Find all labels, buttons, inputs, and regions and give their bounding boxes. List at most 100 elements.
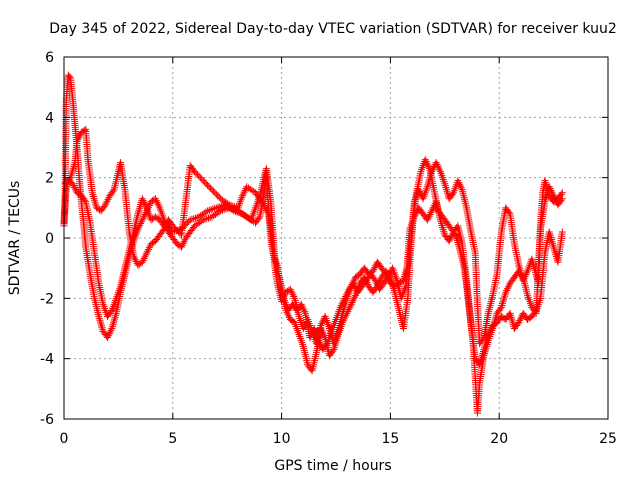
data-point bbox=[68, 168, 76, 176]
data-point bbox=[192, 169, 200, 177]
data-point bbox=[169, 228, 177, 236]
data-point bbox=[484, 331, 492, 339]
data-point bbox=[98, 322, 106, 330]
data-point bbox=[336, 303, 344, 311]
data-point bbox=[448, 190, 456, 198]
data-point bbox=[207, 206, 215, 214]
data-point bbox=[201, 178, 209, 186]
data-point bbox=[153, 198, 161, 206]
data-point bbox=[371, 276, 379, 284]
data-point bbox=[201, 215, 209, 223]
series-trace-a bbox=[60, 71, 566, 417]
data-point bbox=[502, 288, 510, 296]
data-point bbox=[145, 244, 153, 252]
data-point bbox=[111, 315, 119, 323]
data-point bbox=[349, 279, 357, 287]
data-point bbox=[523, 269, 531, 277]
data-point bbox=[457, 184, 465, 192]
data-point bbox=[546, 185, 554, 193]
data-point bbox=[337, 302, 345, 310]
x-tick-label: 20 bbox=[490, 431, 508, 447]
data-point bbox=[140, 255, 148, 263]
data-point bbox=[428, 207, 436, 215]
x-tick-label: 0 bbox=[60, 431, 69, 447]
data-point bbox=[139, 214, 147, 222]
data-point bbox=[531, 308, 539, 316]
data-point bbox=[456, 182, 464, 190]
series-trace-b bbox=[61, 125, 566, 348]
data-point bbox=[343, 289, 351, 297]
data-point bbox=[487, 325, 495, 333]
data-point bbox=[410, 213, 418, 221]
data-point bbox=[139, 197, 147, 205]
data-point bbox=[110, 317, 118, 325]
data-point bbox=[105, 330, 113, 338]
data-point bbox=[372, 278, 380, 286]
data-point bbox=[191, 168, 199, 176]
data-point bbox=[136, 221, 144, 229]
data-point bbox=[298, 302, 306, 310]
data-point bbox=[219, 201, 227, 209]
data-point bbox=[75, 134, 83, 142]
data-point bbox=[448, 232, 456, 240]
data-point bbox=[455, 178, 463, 186]
data-point bbox=[549, 241, 557, 249]
data-point bbox=[443, 187, 451, 195]
data-point bbox=[301, 308, 309, 316]
data-point bbox=[439, 223, 447, 231]
data-point bbox=[316, 340, 324, 348]
chart-title: Day 345 of 2022, Sidereal Day-to-day VTE… bbox=[49, 21, 617, 37]
data-point bbox=[558, 228, 566, 236]
data-point bbox=[371, 264, 379, 272]
data-point bbox=[190, 215, 198, 223]
data-point bbox=[550, 194, 558, 202]
data-point bbox=[230, 207, 238, 215]
x-tick-label: 25 bbox=[599, 431, 617, 447]
data-point bbox=[297, 300, 305, 308]
data-point bbox=[299, 325, 307, 332]
data-point bbox=[350, 295, 358, 303]
data-point bbox=[95, 314, 103, 322]
data-point bbox=[178, 225, 186, 233]
data-point bbox=[212, 190, 220, 198]
data-point bbox=[428, 168, 436, 176]
data-point bbox=[90, 196, 98, 204]
data-point bbox=[106, 328, 114, 336]
data-point bbox=[429, 166, 437, 174]
data-point bbox=[216, 203, 224, 211]
data-point bbox=[96, 316, 104, 324]
data-point bbox=[154, 200, 162, 208]
data-point bbox=[499, 298, 507, 306]
data-point bbox=[416, 188, 424, 196]
data-point bbox=[515, 263, 523, 271]
data-point bbox=[69, 166, 77, 174]
data-point bbox=[255, 214, 263, 222]
data-point bbox=[89, 193, 97, 201]
data-point bbox=[439, 225, 447, 233]
data-point bbox=[69, 180, 77, 188]
data-point bbox=[71, 185, 79, 193]
data-point bbox=[500, 294, 508, 302]
data-point bbox=[214, 192, 222, 200]
data-point bbox=[425, 212, 433, 220]
data-point bbox=[315, 337, 323, 345]
data-point bbox=[143, 249, 151, 257]
data-point bbox=[70, 182, 78, 190]
data-point bbox=[319, 318, 327, 326]
data-point bbox=[80, 126, 88, 134]
data-point bbox=[322, 341, 330, 349]
data-point bbox=[548, 237, 556, 245]
data-point bbox=[550, 243, 558, 251]
data-point bbox=[107, 308, 115, 316]
data-point bbox=[496, 305, 504, 313]
data-point bbox=[288, 289, 296, 297]
data-point bbox=[211, 204, 219, 212]
data-point bbox=[220, 206, 228, 214]
data-point bbox=[522, 271, 530, 279]
data-point bbox=[193, 171, 201, 179]
data-point bbox=[131, 254, 139, 262]
data-point bbox=[199, 177, 207, 185]
data-point bbox=[218, 206, 226, 214]
data-point bbox=[144, 245, 152, 253]
data-points bbox=[60, 71, 566, 417]
